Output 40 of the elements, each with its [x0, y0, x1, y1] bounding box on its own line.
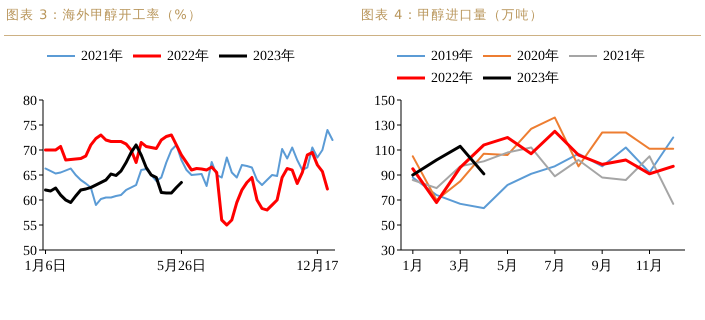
y-tick-label: 130: [374, 119, 395, 134]
y-tick-label: 70: [381, 194, 395, 209]
legend-label: 2023年: [517, 70, 559, 87]
line-series: [412, 116, 674, 201]
line-series: [44, 129, 334, 206]
x-tick-label: 3月: [450, 259, 471, 274]
y-tick-label: 50: [381, 219, 395, 234]
legend-label: 2022年: [431, 70, 473, 87]
y-tick-label: 75: [23, 119, 37, 134]
y-tick-label: 110: [374, 144, 395, 159]
y-tick-label: 80: [23, 94, 37, 109]
line-series: [411, 130, 675, 204]
line-series: [412, 146, 674, 205]
y-tick-label: 30: [381, 244, 395, 259]
y-tick-label: 90: [381, 169, 395, 184]
chart-title: 图表 4：甲醇进口量（万吨）: [361, 7, 544, 24]
y-tick-label: 65: [23, 169, 37, 184]
legend-label: 2023年: [253, 48, 295, 65]
x-tick-label: 5月26日: [156, 259, 206, 274]
legend-label: 2020年: [517, 48, 559, 65]
y-tick-label: 60: [23, 194, 37, 209]
legend-label: 2022年: [167, 48, 209, 65]
x-tick-label: 12月17: [296, 259, 338, 274]
x-tick-label: 1月6日: [24, 259, 67, 274]
x-tick-label: 9月: [592, 259, 613, 274]
y-tick-label: 150: [374, 94, 395, 109]
x-tick-label: 5月: [497, 259, 518, 274]
y-tick-label: 55: [23, 219, 37, 234]
x-tick-label: 1月: [402, 259, 424, 274]
y-tick-label: 50: [23, 244, 37, 259]
legend-label: 2021年: [603, 48, 645, 65]
legend-label: 2019年: [431, 48, 473, 65]
line-series: [44, 134, 329, 226]
x-tick-label: 7月: [544, 259, 566, 274]
chart-title: 图表 3：海外甲醇开工率（%）: [6, 7, 202, 24]
line-series: [411, 144, 486, 176]
legend-label: 2021年: [81, 48, 123, 65]
x-tick-label: 11月: [636, 259, 664, 274]
line-series: [412, 136, 674, 210]
y-tick-label: 70: [23, 144, 37, 159]
